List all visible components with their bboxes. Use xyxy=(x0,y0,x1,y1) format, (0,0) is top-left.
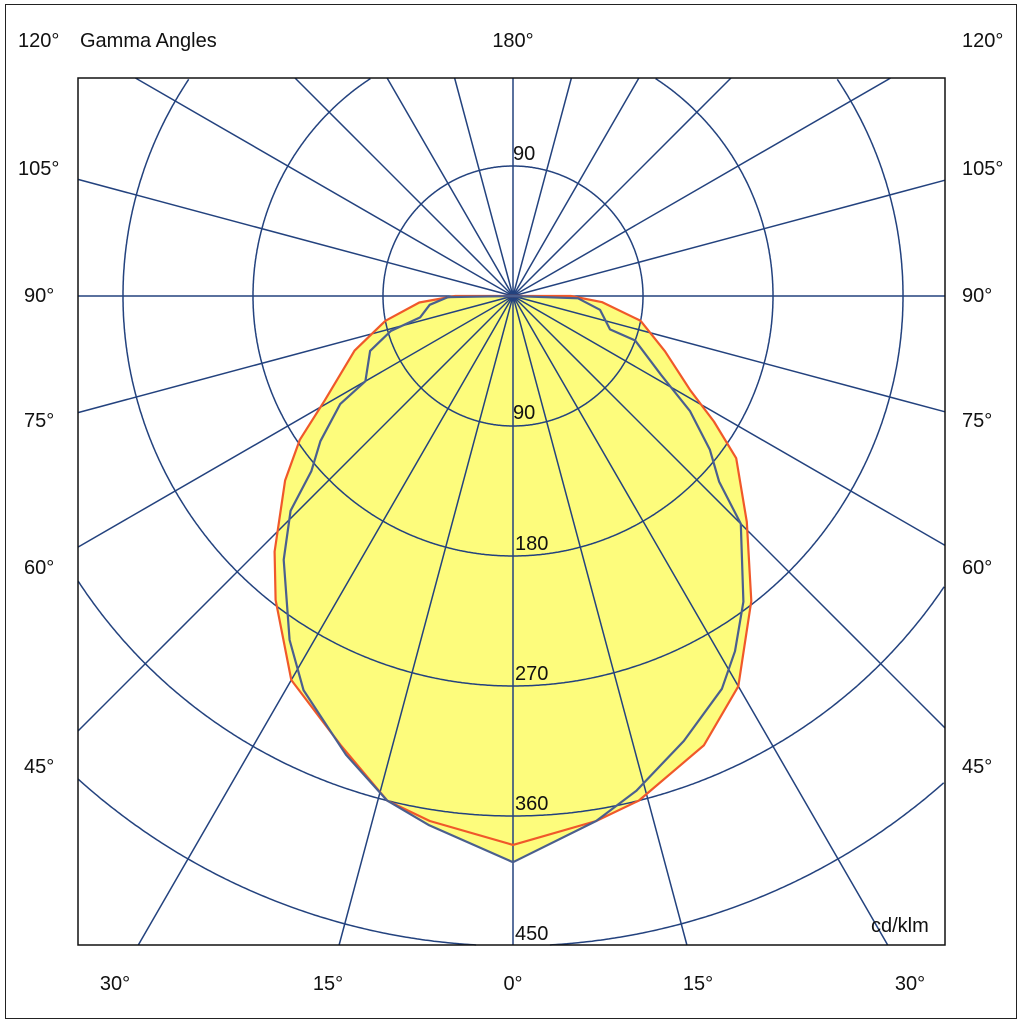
grid-radial-line xyxy=(512,179,946,297)
grid-radial-line xyxy=(512,295,688,946)
angle-label-bottom: 30° xyxy=(99,973,131,995)
radial-tick-label: 360 xyxy=(515,793,549,815)
radial-tick-label: 180 xyxy=(515,533,549,555)
angle-label-top-right: 120° xyxy=(962,30,1004,52)
unit-label: cd/klm xyxy=(871,915,929,937)
grid-radial-line xyxy=(512,295,946,547)
radial-tick-label: 90 xyxy=(513,143,536,165)
angle-label-bottom: 15° xyxy=(682,973,714,995)
angle-label-left: 60° xyxy=(24,557,55,579)
grid-radial-line xyxy=(512,295,946,413)
grid-radial-line xyxy=(512,77,640,297)
plot-area xyxy=(77,77,946,946)
angle-label-bottom: 15° xyxy=(312,973,344,995)
grid-radial-line xyxy=(294,77,514,297)
radial-tick-label: 90 xyxy=(513,402,536,424)
grid-radial-line xyxy=(512,77,573,297)
grid-radial-line xyxy=(512,77,891,297)
grid-radial-line xyxy=(453,77,514,297)
angle-label-bottom: 0° xyxy=(503,973,523,995)
grid-radial-line xyxy=(386,77,514,297)
grid-radial-line xyxy=(77,295,514,548)
series-curve xyxy=(282,294,745,864)
chart-title: Gamma Angles xyxy=(80,30,217,52)
angle-label-right: 75° xyxy=(962,410,993,432)
radial-tick-label: 450 xyxy=(515,923,549,945)
angle-label-top-left: 120° xyxy=(18,30,60,52)
chart-frame xyxy=(5,4,1017,1019)
angle-label-right: 90° xyxy=(962,285,993,307)
grid-radial-line xyxy=(77,295,514,732)
angle-label-left: 105° xyxy=(18,158,60,180)
grid-radial-line xyxy=(77,178,514,297)
angle-label-right: 45° xyxy=(962,756,993,778)
grid-circle xyxy=(77,778,945,946)
grid-radial-line xyxy=(135,77,514,297)
angle-label-left: 75° xyxy=(24,410,55,432)
angle-label-right: 105° xyxy=(962,158,1004,180)
angle-label-bottom: 30° xyxy=(894,973,926,995)
grid-circle xyxy=(77,580,945,817)
grid-radial-line xyxy=(512,77,732,297)
angle-label-left: 90° xyxy=(24,285,55,307)
grid-radial-line xyxy=(137,295,514,946)
radial-tick-label: 270 xyxy=(515,663,549,685)
series-curve xyxy=(273,294,753,846)
angle-label-right: 60° xyxy=(962,557,993,579)
grid-circle xyxy=(122,78,904,687)
grid-radial-line xyxy=(77,295,514,414)
grid-radial-line xyxy=(512,295,946,729)
plot-border xyxy=(77,77,946,946)
grid-radial-line xyxy=(512,295,889,946)
grid-radial-line xyxy=(338,295,514,946)
angle-label-left: 45° xyxy=(24,756,55,778)
angle-label-top-center: 180° xyxy=(492,30,534,52)
